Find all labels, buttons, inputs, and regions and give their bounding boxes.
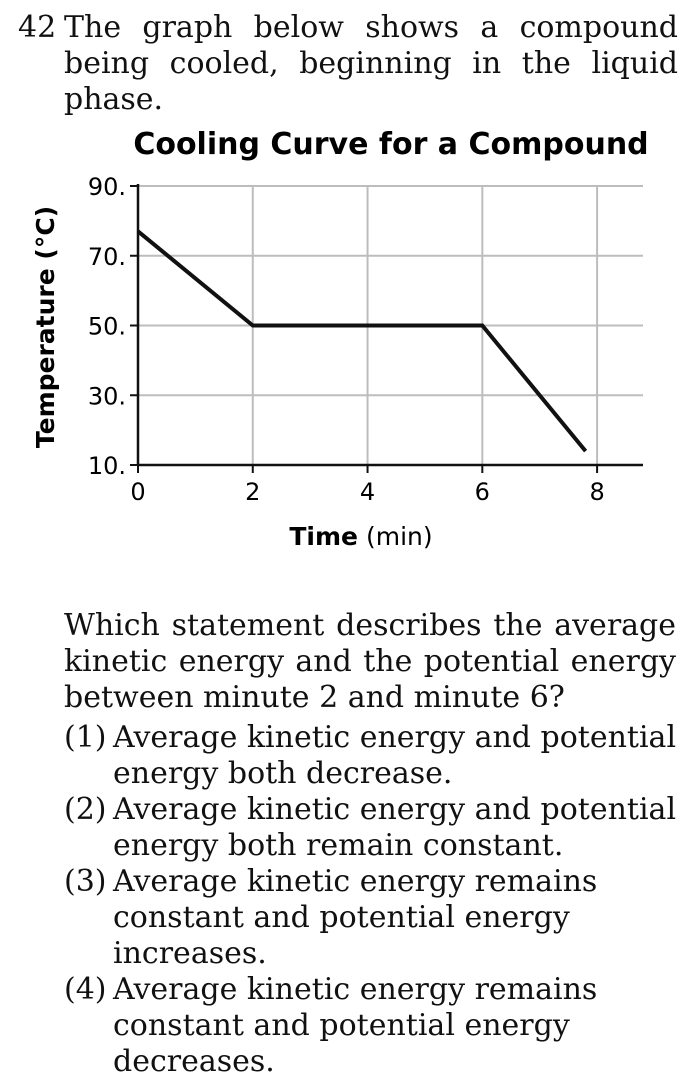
y-tick-label-0: 10. [88,452,126,480]
question-stem: The graph below shows a compound being c… [64,10,678,117]
x-axis-label-unit: (min) [358,522,433,551]
question-header: 42 The graph below shows a compound bein… [18,10,678,118]
y-tick-label-4: 90. [88,173,126,201]
choice-1-text: Average kinetic energy and potential ene… [113,720,677,791]
choice-3[interactable]: (3) Average kinetic energy remains const… [64,864,678,972]
cooling-curve-chart: Cooling Curve for a Compound 10. 30. 50. 70… [0,118,698,568]
answer-choices: (1) Average kinetic energy and potential… [64,720,678,1080]
choice-1-label: (1) [64,720,107,755]
y-tick-label-3: 70. [88,243,126,271]
x-tick-label-4: 8 [589,478,604,506]
choice-3-text: Average kinetic energy remains constant … [113,864,598,971]
cooling-curve-line [136,229,588,453]
question-prompt: Which statement describes the average ki… [64,608,676,715]
choice-2-text: Average kinetic energy and potential ene… [113,792,677,863]
choice-4-label: (4) [64,972,107,1007]
choice-2-label: (2) [64,792,107,827]
x-tick-label-1: 2 [245,478,260,506]
y-axis-label: Temperature (°C) [31,206,60,448]
y-tick-label-2: 50. [88,313,126,341]
series-layer [136,229,588,453]
x-axis-label-bold: Time [289,522,358,551]
choice-2[interactable]: (2) Average kinetic energy and potential… [64,792,678,864]
choice-3-label: (3) [64,864,107,899]
ticks-layer: 10. 30. 50. 70. 90. 0 2 4 6 8 [88,173,605,506]
x-axis-label: Time (min) [289,522,432,551]
y-axis-label-text: Temperature (°C) [31,206,60,448]
question-number: 42 [18,10,57,45]
x-tick-label-2: 4 [360,478,375,506]
chart-svg: Cooling Curve for a Compound 10. 30. 50. 70… [31,127,649,551]
chart-title: Cooling Curve for a Compound [133,127,648,162]
x-tick-label-3: 6 [475,478,490,506]
choice-1[interactable]: (1) Average kinetic energy and potential… [64,720,678,792]
y-tick-label-1: 30. [88,382,126,410]
choice-4-text: Average kinetic energy remains constant … [113,972,598,1079]
choice-4[interactable]: (4) Average kinetic energy remains const… [64,972,678,1080]
x-tick-label-0: 0 [130,478,145,506]
